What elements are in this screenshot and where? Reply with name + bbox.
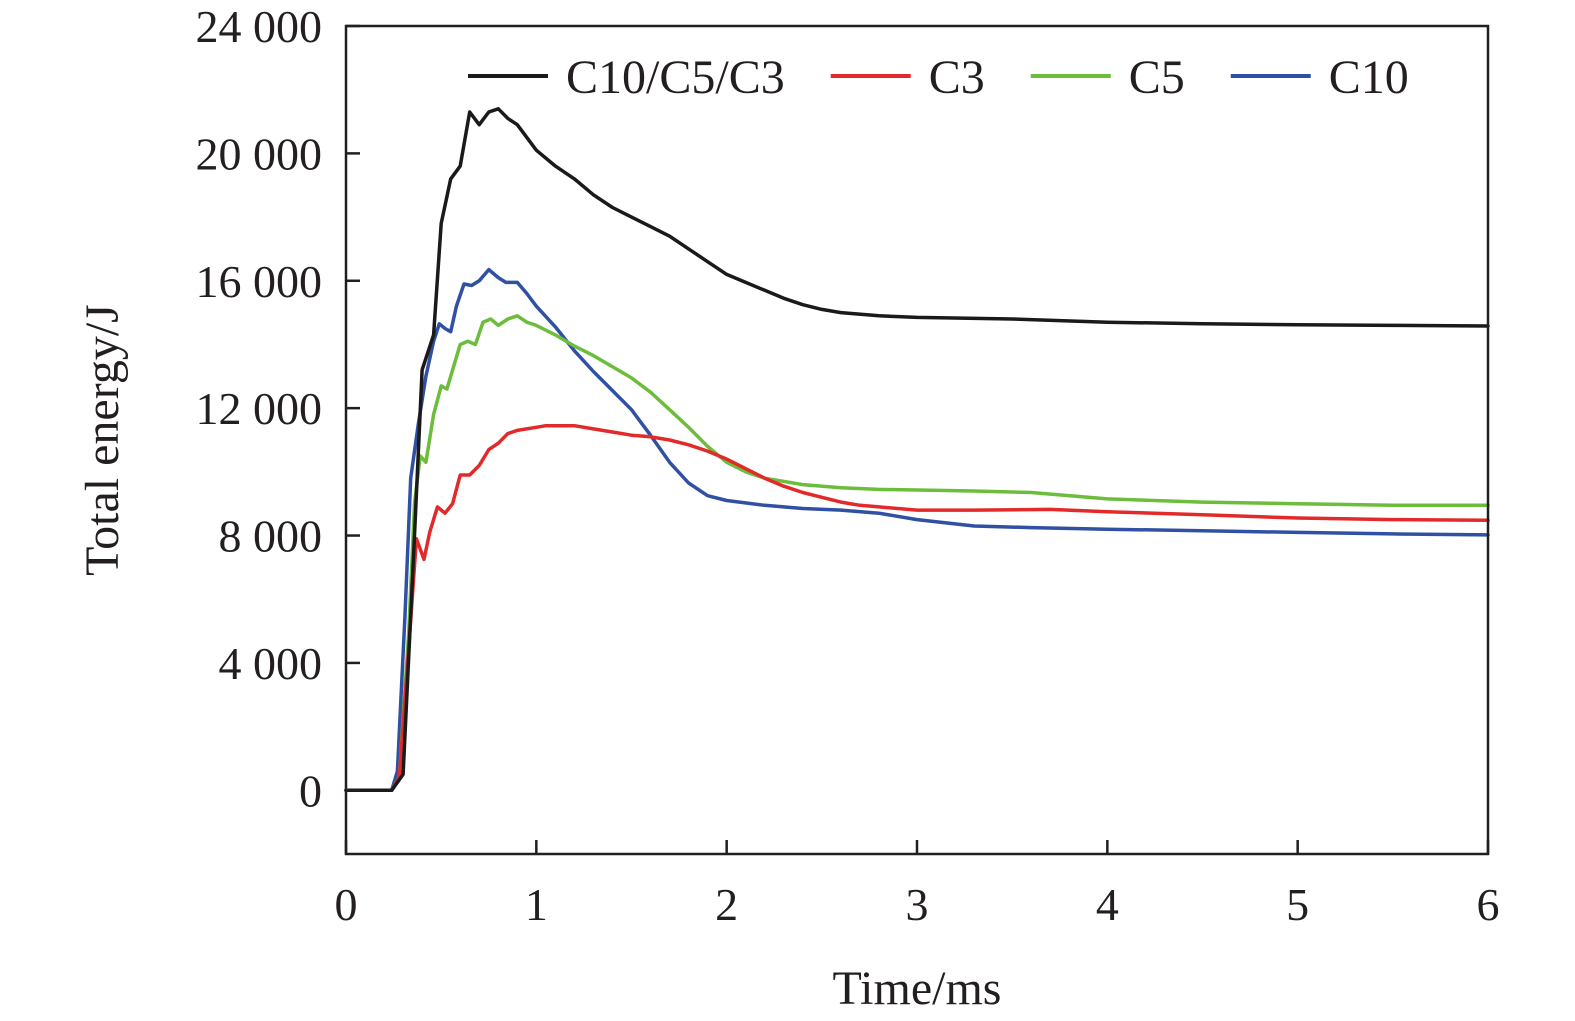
legend: C10/C5/C3 C3 C5 C10 [468, 51, 1409, 104]
x-tick-label: 6 [1477, 879, 1500, 930]
x-tick-label: 3 [906, 879, 929, 930]
x-tick-label: 1 [525, 879, 548, 930]
y-tick-label: 24 000 [196, 1, 323, 52]
legend-label-c10: C10 [1329, 51, 1409, 104]
x-tick-label: 0 [335, 879, 358, 930]
x-tick-label: 5 [1286, 879, 1309, 930]
series-line-c3 [344, 423, 1490, 793]
y-tick-label: 20 000 [196, 128, 323, 179]
series-layer [344, 107, 1490, 793]
x-axis-title: Time/ms [833, 962, 1002, 1015]
y-tick-label: 16 000 [196, 256, 323, 307]
x-tick-label: 2 [715, 879, 738, 930]
series-line-c10-c5-c3 [344, 107, 1490, 793]
x-axis: 0 1 2 3 4 5 6 [335, 840, 1500, 930]
series-line-c5 [344, 314, 1490, 793]
legend-label-c10-c5-c3: C10/C5/C3 [566, 51, 785, 104]
series-line-c10 [344, 267, 1490, 793]
plot-frame [344, 24, 1490, 856]
legend-label-c5: C5 [1129, 51, 1185, 104]
x-tick-label: 4 [1096, 879, 1119, 930]
y-axis-title: Total energy/J [76, 304, 129, 576]
legend-label-c3: C3 [929, 51, 985, 104]
y-tick-label: 4 000 [219, 638, 323, 689]
y-tick-label: 0 [299, 765, 322, 816]
y-axis: 0 4 000 8 000 12 000 16 000 20 000 24 000 [196, 1, 360, 816]
y-tick-label: 8 000 [219, 511, 323, 562]
y-tick-label: 12 000 [196, 383, 323, 434]
